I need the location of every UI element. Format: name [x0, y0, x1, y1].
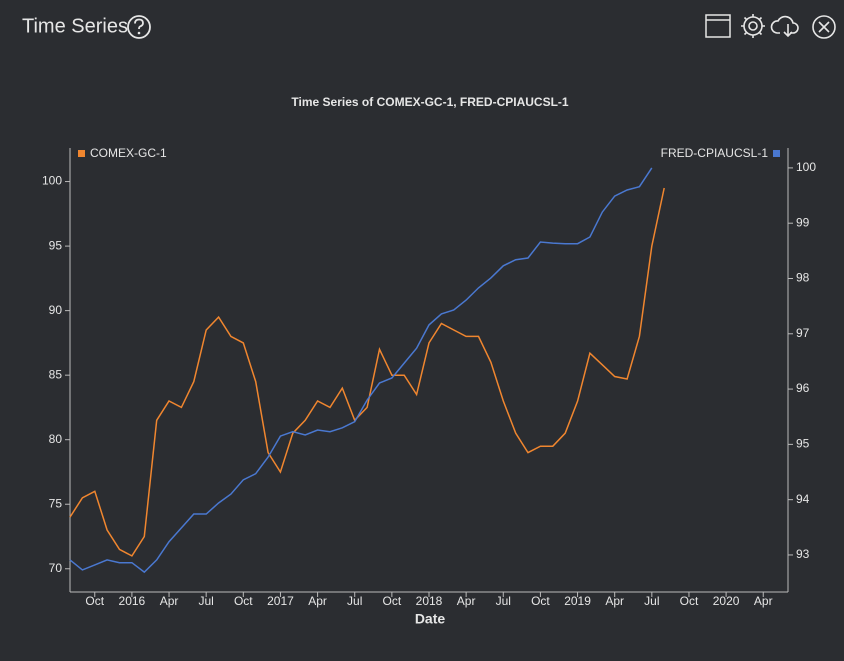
settings-icon[interactable] — [741, 14, 765, 38]
x-tick-label: Apr — [160, 594, 179, 608]
x-tick-label: Jul — [199, 594, 214, 608]
y2-tick-label: 96 — [796, 381, 810, 395]
close-icon[interactable] — [812, 15, 836, 39]
y2-tick-label: 97 — [796, 326, 810, 340]
x-tick-label: Oct — [531, 594, 550, 608]
x-tick-label: Apr — [754, 594, 773, 608]
x-tick-label: 2017 — [267, 594, 294, 608]
x-tick-label: Oct — [85, 594, 104, 608]
x-tick-label: Oct — [383, 594, 402, 608]
y2-tick-label: 93 — [796, 547, 810, 561]
y2-tick-label: 100 — [796, 160, 816, 174]
y2-tick-label: 98 — [796, 271, 810, 285]
y-tick-label: 90 — [49, 303, 63, 317]
x-tick-label: Apr — [605, 594, 624, 608]
x-axis-label: Date — [415, 611, 446, 627]
x-tick-label: 2019 — [564, 594, 591, 608]
x-tick-label: Jul — [644, 594, 659, 608]
x-tick-label: 2020 — [713, 594, 740, 608]
y2-tick-label: 95 — [796, 437, 810, 451]
x-tick-label: Apr — [308, 594, 327, 608]
help-icon[interactable] — [127, 15, 151, 39]
chart-title: Time Series of COMEX-GC-1, FRED-CPIAUCSL… — [291, 95, 568, 109]
x-tick-label: 2018 — [416, 594, 443, 608]
legend-label: FRED-CPIAUCSL-1 — [661, 146, 769, 160]
x-tick-label: Jul — [347, 594, 362, 608]
x-tick-label: Oct — [680, 594, 699, 608]
y-tick-label: 95 — [49, 238, 63, 252]
download-icon[interactable] — [770, 15, 799, 38]
series-line — [69, 187, 665, 557]
panel-title: Time Series — [22, 15, 128, 37]
legend-swatch — [773, 150, 780, 157]
series-line — [69, 167, 653, 574]
y2-tick-label: 94 — [796, 492, 810, 506]
x-tick-label: Oct — [234, 594, 253, 608]
legend-swatch — [78, 150, 85, 157]
y-tick-label: 80 — [49, 432, 63, 446]
y-tick-label: 100 — [42, 174, 62, 188]
y-tick-label: 70 — [49, 561, 63, 575]
y-tick-label: 85 — [49, 367, 63, 381]
legend-label: COMEX-GC-1 — [90, 146, 167, 160]
x-tick-label: Apr — [457, 594, 476, 608]
x-tick-label: Jul — [496, 594, 511, 608]
y2-tick-label: 99 — [796, 215, 810, 229]
window-icon[interactable] — [705, 14, 731, 38]
y-tick-label: 75 — [49, 496, 63, 510]
x-tick-label: 2016 — [119, 594, 146, 608]
